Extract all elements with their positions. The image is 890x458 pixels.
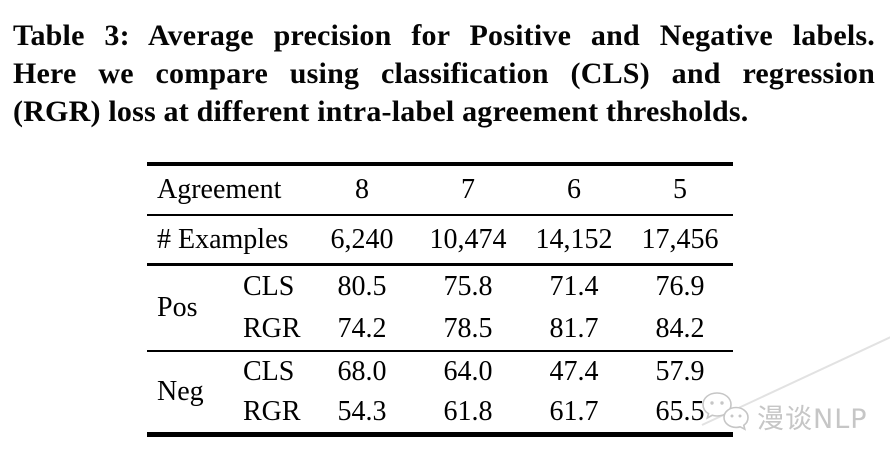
examples-value: 10,474 [429, 223, 507, 255]
wechat-chat-bubbles-icon [701, 391, 751, 442]
header-col-5: 5 [673, 174, 687, 205]
negative-group: Neg CLS 68.0 64.0 47.4 57.9 RGR 54.3 61.… [147, 352, 733, 432]
caption-line-1: Table 3: Average precision for Positive … [13, 19, 875, 52]
method-label-rgr: RGR [243, 313, 301, 344]
method-label-cls: CLS [243, 356, 295, 387]
caption-line-3: (RGR) loss at different intra-label agre… [13, 95, 749, 128]
results-table: Agreement 8 7 6 5 # Examples 6,240 10,47… [147, 162, 733, 437]
examples-value: 6,240 [330, 223, 394, 255]
watermark: 漫谈NLP [701, 391, 868, 442]
table-cell: 54.3 [337, 396, 387, 427]
positive-group: Pos CLS 80.5 75.8 71.4 76.9 RGR 74.2 78.… [147, 266, 733, 350]
table-cell: 84.2 [655, 313, 705, 344]
method-label-rgr: RGR [243, 396, 301, 427]
table-rule-top [147, 162, 733, 166]
table-cell: 47.4 [549, 356, 599, 387]
table-cell: 71.4 [549, 271, 599, 302]
table-cell: 75.8 [443, 271, 493, 302]
header-label: Agreement [157, 174, 282, 205]
table-caption: Table 3: Average precision for Positive … [13, 17, 875, 131]
table-cell: 78.5 [443, 313, 493, 344]
table-rule-after-header [147, 214, 733, 216]
examples-label: # Examples [157, 223, 289, 255]
caption-line-2: Here we compare using classification (CL… [13, 57, 875, 90]
examples-value: 14,152 [535, 223, 613, 255]
table-rule-bottom [147, 432, 733, 437]
examples-row: # Examples 6,240 10,474 14,152 17,456 [147, 216, 733, 263]
table-cell: 74.2 [337, 313, 387, 344]
table-rule-after-examples [147, 263, 733, 266]
group-label-neg: Neg [157, 376, 204, 407]
watermark-text: 漫谈NLP [757, 404, 868, 435]
group-label-pos: Pos [157, 292, 198, 323]
method-label-cls: CLS [243, 271, 295, 302]
header-col-7: 7 [461, 174, 475, 205]
table-cell: 61.7 [549, 396, 599, 427]
table-cell: 61.8 [443, 396, 493, 427]
table-rule-between-groups [147, 350, 733, 352]
header-col-8: 8 [355, 174, 369, 205]
table-cell: 80.5 [337, 271, 387, 302]
table-cell: 64.0 [443, 356, 493, 387]
table-cell: 65.5 [655, 396, 705, 427]
table-cell: 76.9 [655, 271, 705, 302]
table-cell: 57.9 [655, 356, 705, 387]
table-cell: 68.0 [337, 356, 387, 387]
table-cell: 81.7 [549, 313, 599, 344]
examples-value: 17,456 [641, 223, 719, 255]
header-col-6: 6 [567, 174, 581, 205]
table-header-row: Agreement 8 7 6 5 [147, 166, 733, 214]
